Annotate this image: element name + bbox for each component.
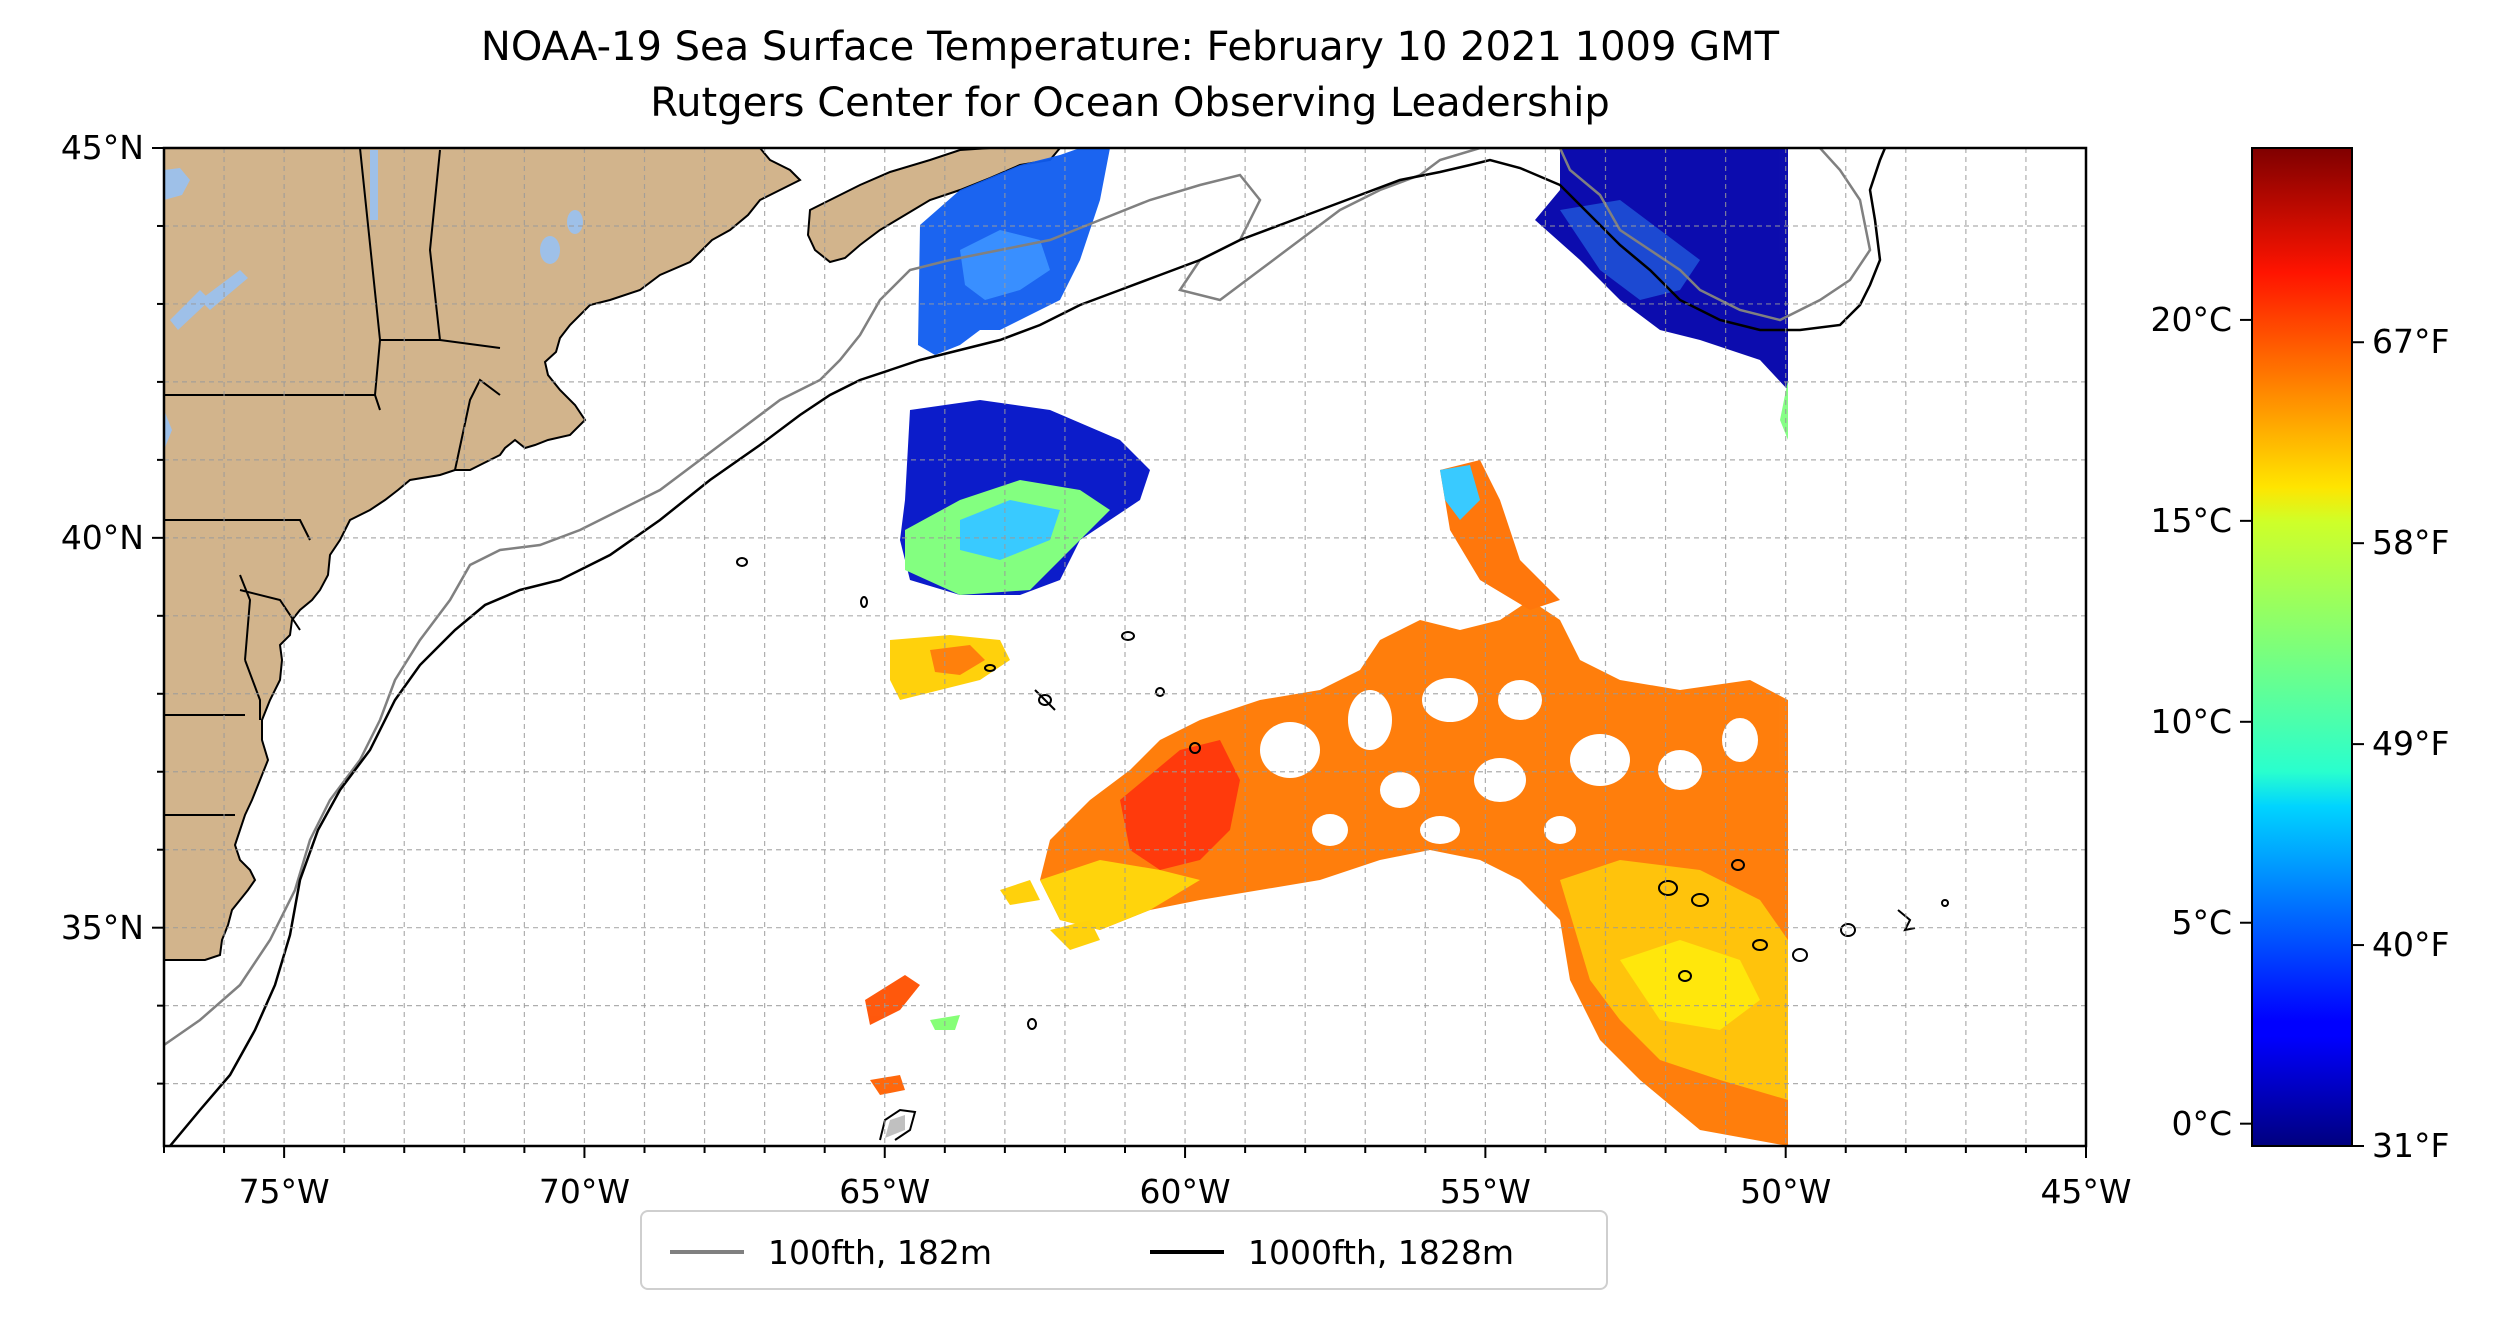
lakes <box>164 150 583 450</box>
fahrenheit-tick-label: 49°F <box>2372 724 2450 764</box>
lon-tick-label: 50°W <box>1740 1172 1832 1211</box>
legend-swatch-black-line <box>1150 1250 1224 1254</box>
sst-data <box>865 148 1788 1146</box>
seamount-contours <box>736 557 1949 1141</box>
lon-tick-label: 65°W <box>839 1172 931 1211</box>
lat-tick-label: 35°N <box>60 907 144 947</box>
gridlines <box>164 148 2086 1146</box>
fahrenheit-tick-label: 58°F <box>2372 523 2450 563</box>
fahrenheit-tick-label: 31°F <box>2372 1126 2450 1165</box>
lon-tick-label: 45°W <box>2040 1172 2132 1211</box>
isobath-1000fth <box>169 148 1887 1146</box>
seamount-shade <box>885 1115 905 1138</box>
celsius-tick-label: 15°C <box>2150 500 2232 540</box>
lon-tick-label: 70°W <box>538 1172 630 1211</box>
chart-title: NOAA-19 Sea Surface Temperature: Februar… <box>480 24 1780 70</box>
lat-tick-label: 45°N <box>60 128 144 167</box>
celsius-tick-label: 0°C <box>2171 1103 2232 1143</box>
legend-label-100fth: 100fth, 182m <box>768 1232 992 1272</box>
legend-item-100fth: 100fth, 182m <box>670 1212 992 1292</box>
legend-label-1000fth: 1000fth, 1828m <box>1248 1232 1514 1272</box>
fahrenheit-tick-label: 40°F <box>2372 925 2450 965</box>
lon-tick-label: 55°W <box>1439 1172 1531 1211</box>
colorbar <box>2251 147 2353 1147</box>
chart-subtitle: Rutgers Center for Ocean Observing Leade… <box>650 80 1610 126</box>
state-borders <box>164 148 501 816</box>
colorbar-ticks <box>2240 318 2364 1147</box>
land-north-america <box>164 148 802 961</box>
fahrenheit-tick-label: 67°F <box>2372 322 2450 362</box>
legend: 100fth, 182m 1000fth, 1828m <box>640 1210 1608 1290</box>
legend-item-1000fth: 1000fth, 1828m <box>1150 1212 1514 1292</box>
celsius-tick-label: 10°C <box>2150 701 2232 741</box>
lat-tick-label: 40°N <box>60 517 144 557</box>
lon-tick-label: 75°W <box>238 1172 330 1211</box>
celsius-tick-label: 5°C <box>2171 902 2232 942</box>
axis-ticks <box>152 147 2087 1158</box>
isobath-100fth <box>164 148 1872 1047</box>
celsius-tick-label: 20°C <box>2150 299 2232 339</box>
legend-swatch-gray-line <box>670 1250 744 1254</box>
lon-tick-label: 60°W <box>1139 1172 1231 1211</box>
